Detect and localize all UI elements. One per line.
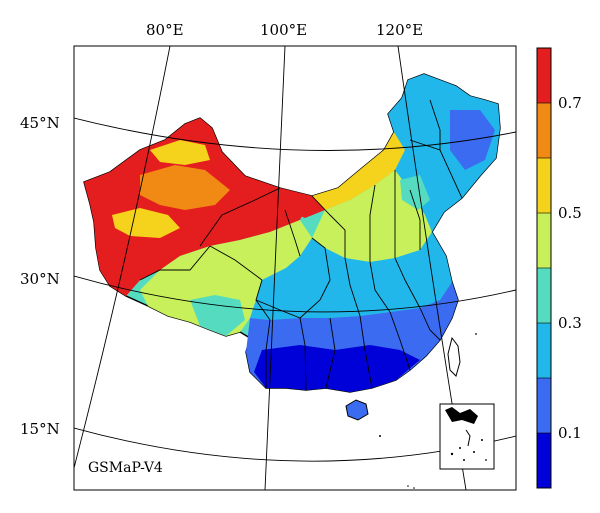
map-content xyxy=(74,46,516,490)
region-inner-mongolia-red xyxy=(280,188,325,218)
hainan-island xyxy=(345,399,369,421)
colorbar-segment xyxy=(537,213,551,268)
region-inner-mongolia xyxy=(312,132,405,210)
region-northwest-yellow xyxy=(150,140,210,165)
product-label: GSMaP-V4 xyxy=(88,460,163,476)
province-boundaries xyxy=(139,99,463,391)
south-china-sea-inset xyxy=(439,403,495,470)
latitude-label-15n: 15°N xyxy=(20,420,60,438)
longitude-label-80e: 80°E xyxy=(146,21,184,39)
region-tarim-yellow xyxy=(112,208,180,238)
region-tibet-cyan xyxy=(190,295,245,336)
colorbar-segment xyxy=(537,268,551,323)
region-south-deep-blue xyxy=(254,345,420,392)
colorbar-segment xyxy=(537,103,551,158)
region-northwest-orange xyxy=(140,165,230,210)
region-tibet-moderate xyxy=(140,220,312,336)
colorbar-segment xyxy=(537,378,551,433)
taiwan-island xyxy=(447,336,461,377)
longitude-label-100e: 100°E xyxy=(260,21,307,39)
colorbar-segment xyxy=(537,323,551,378)
latitude-label-45n: 45°N xyxy=(20,114,60,132)
colorbar-tick-label: 0.5 xyxy=(558,204,582,222)
colorbar: 0.1 0.3 0.5 0.7 xyxy=(536,47,582,489)
colorbar-tick-label: 0.1 xyxy=(558,424,582,442)
longitude-label-120e: 120°E xyxy=(376,21,423,39)
colorbar-tick-label: 0.3 xyxy=(558,314,582,332)
latitude-label-30n: 30°N xyxy=(20,270,60,288)
colorbar-segment xyxy=(537,48,551,103)
colorbar-tick-label: 0.7 xyxy=(558,94,582,112)
colorbar-segment xyxy=(537,158,551,213)
region-west-red xyxy=(96,244,160,296)
small-islands xyxy=(379,333,477,489)
colorbar-segment xyxy=(537,433,551,488)
region-northeast-green xyxy=(400,175,430,210)
region-central xyxy=(250,232,452,320)
